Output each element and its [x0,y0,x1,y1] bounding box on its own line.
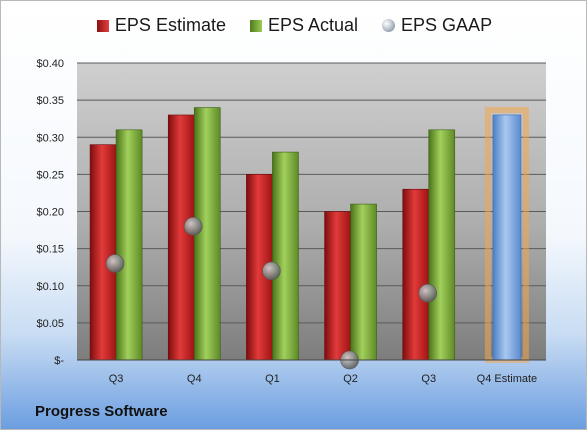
point-eps-gaap [105,254,125,273]
bar-eps-actual [428,129,456,361]
y-tick-label: $0.05 [36,318,64,330]
legend: EPS Estimate EPS Actual EPS GAAP [1,15,587,36]
bar-eps-actual [115,129,143,361]
company-name: Progress Software [35,403,168,420]
y-tick-label: $0.10 [36,281,64,293]
x-tick-label: Q4 Estimate [477,373,538,385]
legend-label-actual: EPS Actual [267,15,359,35]
legend-item-gaap: EPS GAAP [382,15,492,36]
x-tick-label: Q2 [343,373,358,385]
y-tick-label: $0.25 [36,169,64,181]
legend-label-gaap: EPS GAAP [401,15,493,35]
legend-swatch-gaap [382,19,396,32]
y-tick-label: $0.15 [36,244,64,256]
legend-item-actual: EPS Actual [249,15,359,36]
y-tick-label: $0.35 [36,95,64,107]
bar-q4-estimate [492,114,522,361]
bar-eps-actual [350,203,377,361]
point-eps-gaap [183,217,203,236]
legend-swatch-estimate [96,19,109,32]
legend-item-estimate: EPS Estimate [96,15,226,36]
bar-eps-estimate [324,211,351,361]
y-tick-label: $- [54,355,64,367]
legend-swatch-actual [249,19,262,32]
bar-eps-actual [272,151,299,361]
x-tick-label: Q1 [265,373,280,385]
point-eps-gaap [262,261,281,281]
point-eps-gaap [418,283,438,303]
y-tick-label: $0.40 [36,58,64,70]
y-tick-label: $0.30 [36,132,64,144]
bar-eps-estimate [167,114,195,361]
bar-eps-estimate [402,188,430,361]
x-tick-label: Q3 [109,373,124,385]
y-tick-label: $0.20 [36,207,64,219]
legend-label-estimate: EPS Estimate [114,15,226,35]
bar-eps-estimate [89,144,117,361]
x-tick-label: Q4 [187,373,202,385]
x-tick-label: Q3 [421,373,436,385]
